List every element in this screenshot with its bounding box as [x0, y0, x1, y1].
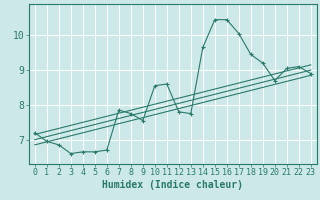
X-axis label: Humidex (Indice chaleur): Humidex (Indice chaleur): [102, 180, 243, 190]
